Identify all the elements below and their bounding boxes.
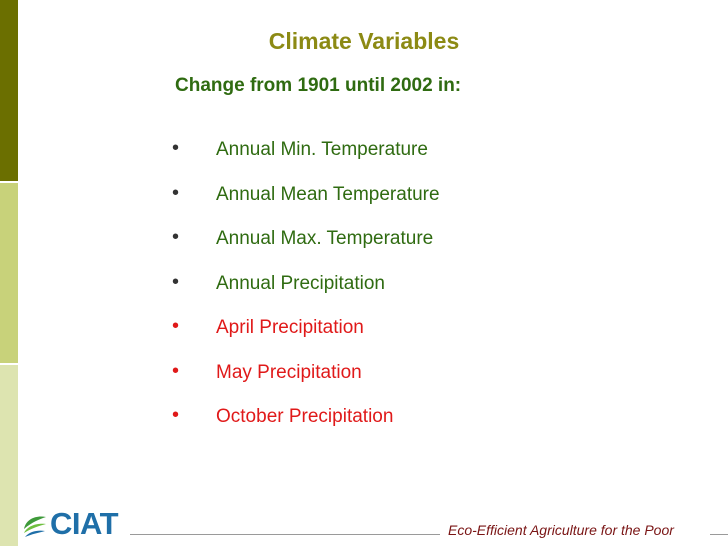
side-strip-bottom [0,365,18,546]
bullet-icon: • [172,404,180,426]
variable-list: • Annual Min. Temperature • Annual Mean … [172,136,440,448]
list-item: • Annual Mean Temperature [172,181,440,226]
list-item-label: Annual Mean Temperature [216,183,440,205]
footer-tagline: Eco-Efficient Agriculture for the Poor [448,522,674,538]
list-item-label: Annual Precipitation [216,272,385,294]
slide-title: Climate Variables [0,28,728,55]
ciat-logo: CIAT [22,506,119,542]
side-strip-middle [0,183,18,363]
list-item-label: Annual Min. Temperature [216,139,428,160]
list-item: • Annual Max. Temperature [172,225,440,270]
side-strip-top [0,0,18,181]
list-item: • Annual Min. Temperature [172,136,440,181]
list-item: • May Precipitation [172,359,440,404]
slide-title-text: Climate Variables [268,28,460,54]
list-item: • October Precipitation [172,403,440,448]
list-item-label: Annual Max. Temperature [216,228,434,249]
list-item: • April Precipitation [172,314,440,359]
slide-subtitle: Change from 1901 until 2002 in: [175,75,462,96]
bullet-icon: • [172,226,180,248]
footer-divider-left [130,534,440,535]
list-item-label: April Precipitation [216,317,364,338]
list-item: • Annual Precipitation [172,270,440,315]
leaf-icon [24,516,46,537]
bullet-icon: • [172,181,180,204]
list-item-label: May Precipitation [216,361,362,383]
footer-divider-right [710,534,728,535]
bullet-icon: • [172,270,180,293]
bullet-icon: • [172,359,180,382]
list-item-label: October Precipitation [216,406,394,427]
logo-text: CIAT [50,506,119,541]
bullet-icon: • [172,137,180,159]
bullet-icon: • [172,315,180,337]
